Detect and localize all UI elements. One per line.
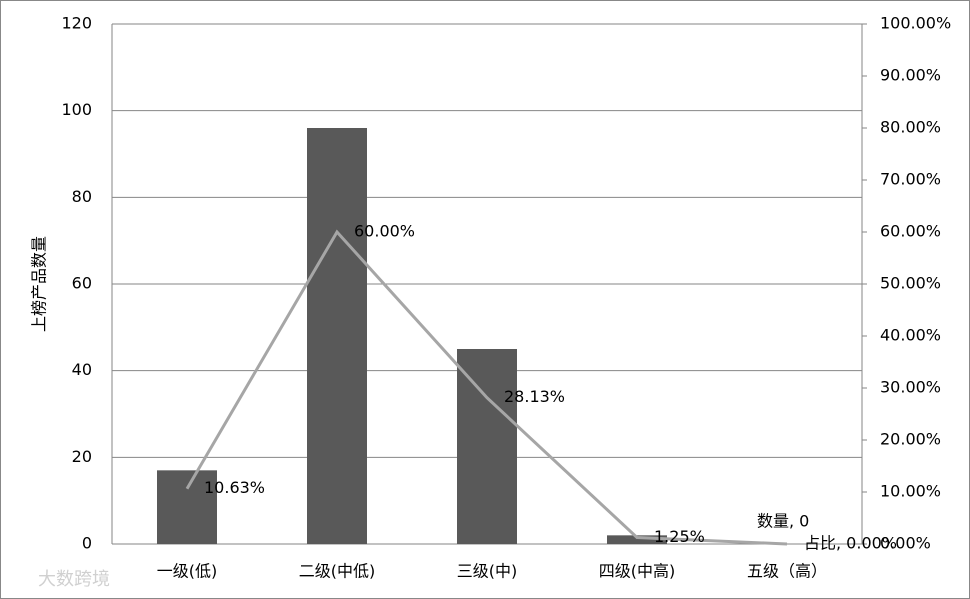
data-label: 1.25% <box>654 527 705 546</box>
y2-tick-label: 30.00% <box>880 378 941 397</box>
y-tick-label: 0 <box>82 534 92 553</box>
y-tick-label: 60 <box>72 274 92 293</box>
y2-tick-label: 10.00% <box>880 482 941 501</box>
x-tick-label: 一级(低) <box>157 562 218 581</box>
y-tick-label: 120 <box>61 14 92 33</box>
y2-tick-label: 70.00% <box>880 170 941 189</box>
data-label: 占比, 0.00% <box>804 534 897 553</box>
y2-tick-label: 80.00% <box>880 118 941 137</box>
y-axis-title: 上榜产品数量 <box>30 236 49 332</box>
y2-tick-label: 20.00% <box>880 430 941 449</box>
y2-tick-label: 90.00% <box>880 66 941 85</box>
y-tick-label: 20 <box>72 447 92 466</box>
y2-tick-label: 60.00% <box>880 222 941 241</box>
watermark: 大数跨境 <box>38 569 110 590</box>
y-tick-label: 100 <box>61 100 92 119</box>
y2-tick-label: 50.00% <box>880 274 941 293</box>
y2-tick-label: 40.00% <box>880 326 941 345</box>
x-tick-label: 四级(中高) <box>599 562 676 581</box>
y2-tick-label: 100.00% <box>880 14 951 33</box>
bar <box>457 349 517 544</box>
y-tick-label: 40 <box>72 360 92 379</box>
y-tick-label: 80 <box>72 187 92 206</box>
data-label: 10.63% <box>204 478 265 497</box>
bar <box>307 128 367 544</box>
data-label: 60.00% <box>354 222 415 241</box>
line <box>185 229 788 546</box>
x-tick-label: 三级(中) <box>457 562 518 581</box>
data-label: 28.13% <box>504 387 565 406</box>
x-tick-label: 五级（高） <box>747 562 827 581</box>
x-tick-label: 二级(中低) <box>299 562 376 581</box>
data-label: 数量, 0 <box>757 512 809 531</box>
bar <box>607 535 667 544</box>
y2-tick-label: 0.00% <box>880 534 931 553</box>
bar <box>157 470 217 544</box>
